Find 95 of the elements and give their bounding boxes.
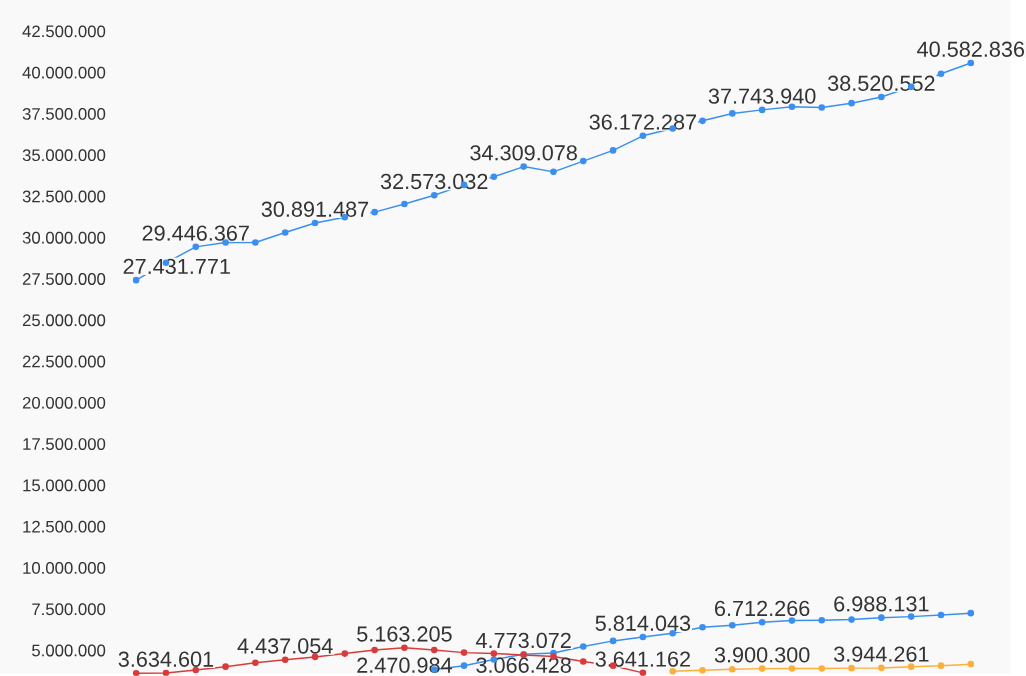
point	[848, 99, 855, 107]
y-tick-label: 30.000.000	[22, 231, 106, 244]
point	[252, 659, 259, 667]
data-label: 3.900.300	[714, 647, 810, 663]
point	[729, 622, 736, 629]
y-tick-label: 5.000.000	[32, 644, 106, 657]
annotation: 3.066.428	[476, 657, 571, 673]
y-tick-label: 42.500.000	[22, 25, 106, 38]
point	[281, 229, 289, 236]
point	[848, 616, 855, 623]
point	[758, 618, 766, 626]
y-tick-label: 27.500.000	[22, 273, 106, 286]
point	[699, 667, 706, 674]
point	[490, 650, 498, 657]
data-label: 38.520.552	[827, 75, 935, 92]
point	[520, 163, 527, 170]
point	[430, 646, 438, 654]
point	[878, 614, 885, 622]
point	[430, 192, 438, 199]
point	[818, 665, 826, 672]
point	[579, 658, 587, 665]
y-tick-label: 25.000.000	[22, 314, 106, 327]
data-label: 5.814.043	[595, 615, 691, 632]
point	[818, 104, 826, 111]
point	[371, 646, 378, 654]
point	[132, 276, 140, 284]
point	[579, 643, 587, 650]
data-label: 27.431.771	[123, 258, 230, 275]
point	[609, 147, 617, 154]
point	[758, 665, 766, 673]
point	[967, 59, 975, 67]
point	[729, 666, 736, 673]
point	[341, 650, 349, 657]
point	[460, 649, 468, 657]
point	[788, 665, 796, 672]
data-label: 37.743.940	[708, 88, 816, 104]
y-tick-label: 37.500.000	[22, 108, 106, 120]
point	[162, 669, 170, 676]
y-tick-label: 15.000.000	[23, 479, 106, 492]
y-tick-label: 7.500.000	[32, 603, 106, 616]
point	[252, 239, 259, 246]
point	[818, 617, 826, 624]
point	[371, 208, 378, 216]
y-tick-label: 12.500.000	[23, 520, 106, 533]
point	[967, 609, 975, 617]
data-label: 6.712.266	[715, 600, 810, 617]
data-label: 3.641.162	[595, 651, 690, 667]
point	[281, 656, 289, 664]
y-tick-label: 32.500.000	[22, 190, 106, 203]
point	[699, 117, 706, 125]
point	[401, 200, 408, 208]
point	[579, 157, 587, 165]
point	[639, 633, 647, 641]
point	[669, 668, 677, 675]
point	[401, 644, 408, 652]
point	[550, 168, 557, 176]
point	[907, 613, 915, 621]
data-label: 32.573.032	[380, 173, 488, 190]
point	[788, 617, 796, 624]
data-label: 29.446.367	[142, 225, 249, 241]
data-label: 4.773.072	[475, 632, 571, 649]
annotation: 2.470.984	[357, 657, 452, 673]
point	[639, 132, 647, 140]
point	[848, 664, 855, 672]
data-label: 34.309.078	[470, 145, 577, 161]
point	[311, 219, 319, 227]
point	[937, 662, 945, 670]
point	[609, 637, 617, 645]
data-label: 3.634.601	[118, 651, 214, 667]
data-label: 5.163.205	[357, 626, 452, 642]
data-label: 3.944.261	[834, 646, 929, 662]
point	[758, 106, 766, 114]
point	[878, 93, 885, 101]
point	[192, 243, 200, 251]
y-tick-label: 40.000.000	[22, 66, 106, 79]
data-label: 30.891.487	[261, 201, 369, 217]
point	[878, 664, 885, 672]
point	[937, 611, 945, 619]
y-tick-label: 22.500.000	[22, 355, 106, 368]
data-label: 40.582.836	[917, 41, 1025, 57]
data-label: 6.988.131	[834, 596, 929, 612]
point	[907, 663, 915, 671]
data-label: 4.437.054	[237, 638, 333, 654]
point	[222, 663, 229, 671]
point	[460, 662, 468, 670]
point	[490, 173, 498, 181]
point	[967, 660, 975, 668]
y-tick-label: 35.000.000	[22, 149, 106, 162]
data-label: 36.172.287	[589, 114, 697, 130]
point	[937, 70, 945, 78]
y-tick-label: 17.500.000	[23, 438, 106, 451]
y-tick-label: 10.000.000	[23, 562, 106, 574]
point	[699, 623, 706, 631]
y-tick-label: 20.000.000	[22, 396, 106, 409]
point	[729, 110, 736, 117]
